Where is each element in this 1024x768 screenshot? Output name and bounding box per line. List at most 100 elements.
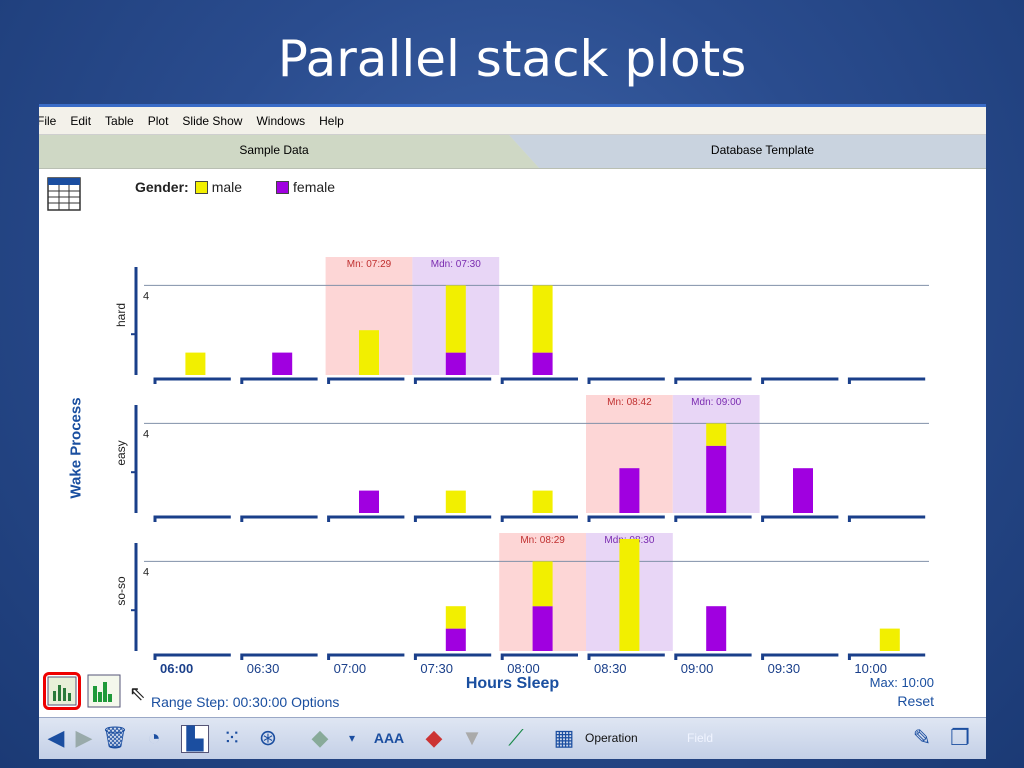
bar-female (445, 628, 466, 651)
bin-bracket (674, 377, 752, 384)
x-axis-title: Hours Sleep (465, 675, 560, 692)
mean-label: Mn: 08:42 (607, 397, 652, 408)
x-tick-label: 06:00 (160, 661, 193, 676)
panel-label: so-so (114, 576, 128, 606)
bin-bracket (153, 377, 231, 384)
legend-item-male[interactable]: male (194, 179, 242, 195)
bar-female (619, 468, 640, 513)
reference-value-label: 4 (143, 428, 149, 440)
legend-swatch-male (194, 180, 208, 194)
bin-bracket (674, 515, 752, 522)
tab-database-template[interactable]: Database Template (509, 135, 986, 168)
bin-bracket (761, 653, 839, 660)
parallel-stack-chart: Mn: 07:29 Mdn: 07:30 4 hard Mn: 08:42 Mdn: 09… (114, 257, 929, 676)
menu-slide-show[interactable]: Slide Show (182, 113, 243, 128)
bar-male (185, 352, 206, 375)
bar-male (445, 606, 466, 629)
menu-plot[interactable]: Plot (147, 113, 169, 128)
bin-bracket (674, 653, 752, 660)
bottom-toolbar: ◀ ▶ 🗑 ◔ ▙ ⁙ ⊛ ◆ ▾ AAA ◆ ▼ ⟋ ▦ Operation … (39, 717, 986, 759)
bin-bracket (500, 377, 578, 384)
tab-sample-data[interactable]: Sample Data (39, 135, 539, 168)
reset-link[interactable]: Reset (897, 693, 934, 709)
y-axis-title: Wake Process (67, 397, 85, 499)
bin-bracket (500, 515, 578, 522)
median-label: Mdn: 07:30 (431, 259, 481, 270)
legend-text-female: female (293, 179, 336, 195)
bar-chart-icon[interactable]: ▙ (181, 725, 209, 753)
x-tick-label: 09:30 (768, 661, 801, 676)
bar-male (532, 285, 553, 353)
bar-female (706, 606, 727, 651)
bin-bracket (761, 515, 839, 522)
bar-male (706, 423, 727, 446)
panel-label: hard (114, 303, 128, 327)
legend: Gender: male female (135, 179, 369, 195)
x-tick-label: 08:30 (594, 661, 627, 676)
bin-bracket (413, 377, 492, 384)
x-tick-label: 08:00 (507, 661, 540, 676)
field-input[interactable]: Field (687, 731, 714, 745)
range-step-label[interactable]: Range Step: 00:30:00 Options (151, 694, 340, 710)
menu-windows[interactable]: Windows (256, 113, 306, 128)
legend-item-female[interactable]: female (276, 179, 335, 195)
histogram-button[interactable] (87, 674, 121, 708)
shape-fill-icon[interactable]: ▼ (461, 725, 483, 750)
x-tick-label: 09:00 (681, 661, 714, 676)
bin-bracket (847, 653, 926, 660)
edit-pen-icon[interactable]: ✎ (912, 725, 932, 750)
max-label[interactable]: Max: 10:00 (869, 675, 934, 690)
bar-female (272, 352, 293, 375)
bin-bracket (587, 653, 665, 660)
bin-bracket (327, 515, 405, 522)
operation-field[interactable]: Operation (585, 731, 638, 745)
table-view-icon[interactable] (47, 177, 81, 216)
bar-female (793, 468, 813, 513)
menu-edit[interactable]: Edit (70, 113, 92, 128)
wheel-chart-icon[interactable]: ⊛ (258, 725, 278, 750)
bin-bracket (327, 377, 405, 384)
bin-bracket (240, 377, 318, 384)
trash-icon[interactable]: 🗑 (101, 725, 129, 750)
bar-male (879, 628, 900, 651)
menu-bar: File Edit Table Plot Slide Show Windows … (39, 107, 986, 135)
bin-bracket (153, 653, 231, 660)
back-arrow-icon[interactable]: ◀ (47, 725, 65, 750)
bar-female (445, 352, 466, 375)
reference-value-label: 4 (143, 290, 149, 302)
calculator-icon[interactable]: ▦ (553, 725, 575, 750)
bar-female (706, 445, 727, 513)
forward-arrow-icon[interactable]: ▶ (75, 725, 93, 750)
bar-male (532, 490, 553, 513)
bar-female (532, 352, 553, 375)
bin-bracket (761, 377, 839, 384)
color-diamonds-icon[interactable]: ◆ (425, 725, 443, 750)
connector-tool-icon[interactable]: ⟋ (508, 725, 524, 750)
pie-chart-icon[interactable]: ◔ (147, 725, 161, 750)
bin-bracket (413, 515, 492, 522)
reference-value-label: 4 (143, 566, 149, 578)
shapes-tool-icon[interactable]: ◆ (311, 725, 329, 750)
legend-label: Gender: (135, 179, 189, 195)
slides-icon[interactable]: ❐ (950, 725, 970, 750)
plot-area: Mn: 07:29 Mdn: 07:30 4 hard Mn: 08:42 Mdn: 09… (39, 169, 986, 717)
bin-bracket (240, 653, 318, 660)
bin-bracket (153, 515, 231, 522)
bin-bracket (847, 377, 926, 384)
cursor-icon: ⇖ (129, 683, 146, 705)
bar-male (359, 330, 379, 375)
menu-table[interactable]: Table (105, 113, 134, 128)
bar-male (619, 539, 640, 651)
x-tick-label: 07:00 (334, 661, 367, 676)
bin-bracket (847, 515, 926, 522)
bar-female (359, 490, 379, 513)
scatter-plot-icon[interactable]: ⁙ (222, 725, 242, 750)
dropdown-arrow-icon[interactable]: ▾ (348, 731, 356, 745)
stack-plot-button[interactable] (43, 672, 81, 710)
bar-male (445, 285, 466, 353)
bin-bracket (587, 377, 665, 384)
menu-file[interactable]: File (39, 113, 57, 128)
x-tick-label: 06:30 (247, 661, 280, 676)
font-size-button[interactable]: AAA (373, 730, 405, 746)
menu-help[interactable]: Help (319, 113, 344, 128)
